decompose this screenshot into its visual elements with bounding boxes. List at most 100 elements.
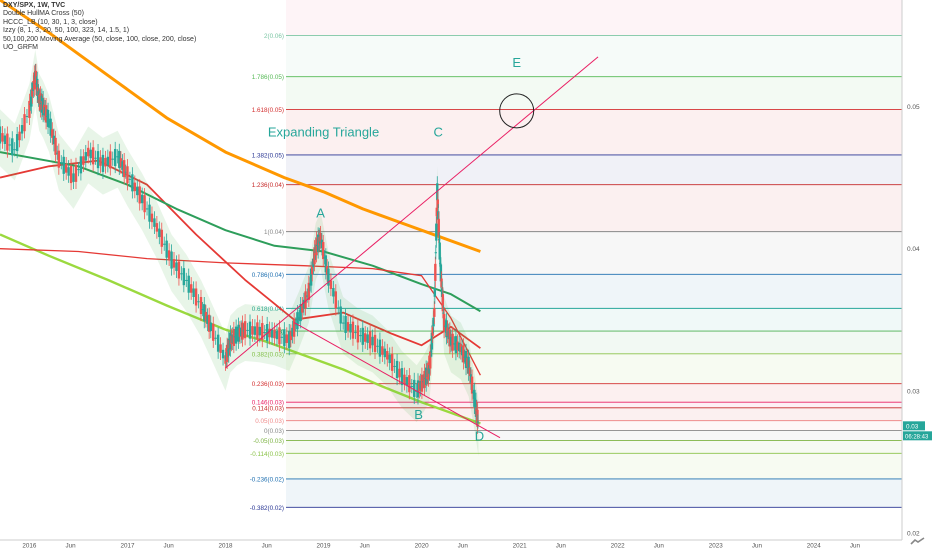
candle-body [212,323,215,341]
candle-body [422,381,425,383]
candle-body [315,238,318,256]
candle-body [416,380,420,398]
candle-body [454,336,458,354]
legend: DXY/SPX, 1W, TVC Double HullMA Cross (50… [3,2,196,52]
candle-body [302,299,306,309]
fib-label: 0.146(0.03) [252,400,284,407]
candle-body [99,157,102,166]
candle-body [131,174,134,192]
fib-label: 0.382(0.03) [252,351,284,358]
x-tick-label: Jun [850,543,861,550]
candle-body [158,228,161,238]
candle-body [320,239,324,249]
wave-label: E [512,55,521,70]
candle-body [329,280,333,289]
y-tick-label: 0.03 [907,388,920,395]
fib-label: 0.236(0.03) [252,381,284,388]
x-tick-label: 2016 [22,543,37,550]
ma-line [0,159,481,349]
candle-body [180,273,183,275]
candle-body [400,368,404,386]
candle-body [364,333,367,342]
candle-body [126,166,129,184]
candle-body [433,288,437,297]
candle-body [408,375,411,393]
fib-label: 0(0.03) [264,428,284,435]
candle-body [77,169,80,171]
candle-body [33,72,36,90]
fib-band [286,383,902,403]
candle-body [258,326,262,336]
candle-body [94,157,97,159]
candle-body [419,380,422,390]
candle-body [55,152,59,154]
candle-body [278,327,281,345]
candle-body [114,148,117,167]
indicator-label[interactable]: UO_GRFM [3,44,38,52]
indicator-label[interactable]: Double HullMA Cross (50) [3,10,84,18]
upper-trendline [225,56,599,369]
fib-band [286,331,902,354]
candle-body [54,137,57,155]
candle-body [390,353,394,371]
candle-body [432,317,435,327]
x-tick-label: Jun [556,543,567,550]
indicator-label[interactable]: Izzy (8, 1, 3, 20, 50, 100, 323, 14, 1.5… [3,27,130,35]
candle-body [280,336,284,338]
x-tick-label: Jun [654,543,665,550]
candle-body [263,332,266,334]
candle-body [388,354,391,364]
candle-body [270,329,274,338]
candle-body [418,382,421,392]
candle-body [72,173,75,182]
candle-body [434,252,438,254]
candle-body [187,275,190,293]
candle-body [439,264,443,282]
candle-body [413,379,416,397]
fib-band [286,440,902,454]
candle-body [239,327,243,337]
candle-body [393,365,396,367]
indicator-label[interactable]: 50,100,200 Moving Average (50, close, 10… [3,35,197,43]
candle-body [395,360,399,378]
candle-body [248,321,252,339]
candle-body [434,263,437,281]
candle-body [403,374,406,384]
lower-trendline [293,322,501,439]
candle-body [177,261,181,279]
candle-body [470,376,474,394]
candle-body [122,160,126,178]
candle-body [273,329,276,339]
candle-body [324,255,328,273]
candle-body [275,330,279,340]
candle-body [299,304,302,322]
candle-body [464,351,468,369]
candle-body [313,247,316,265]
candle-body [311,265,314,275]
candle-body [436,199,439,208]
candle-body [204,311,208,321]
candle-body [214,337,217,339]
indicator-label[interactable]: HCCC_LB (10, 30, 1, 3, close) [3,18,98,26]
trendlines[interactable] [225,56,599,439]
candle-body [185,279,188,281]
candle-body [124,171,128,173]
candle-body [337,307,340,309]
candle-body [261,323,264,341]
candle-body [283,329,286,347]
candle-body [301,304,304,313]
candle-body [82,156,85,165]
symbol-title[interactable]: DXY/SPX, 1W, TVC [3,2,66,9]
candle-body [304,291,307,309]
candle-body [322,242,325,260]
last-price-tag [903,421,925,431]
candle-body [398,368,401,378]
candle-body [356,325,360,343]
candle-body [189,284,193,293]
fib-band [286,0,902,36]
candle-body [376,345,379,347]
candle-body [118,150,121,168]
wave-label: C [434,124,443,139]
